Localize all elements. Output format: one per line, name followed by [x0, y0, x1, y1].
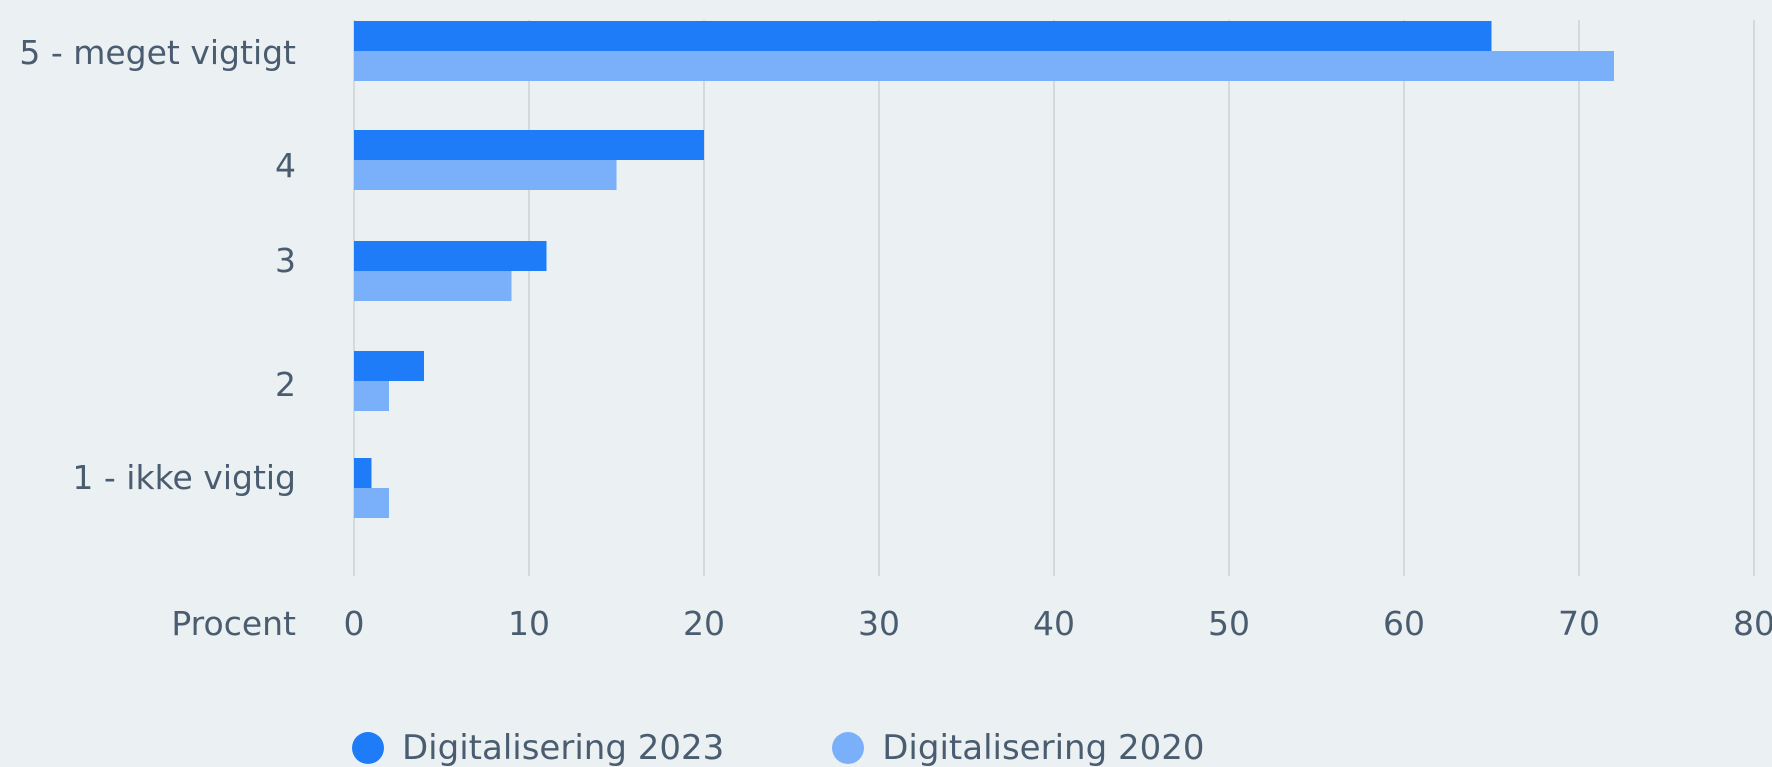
x-tick-label-0: 0: [344, 604, 365, 643]
bars: [354, 21, 1614, 518]
x-tick-label-3: 30: [858, 604, 900, 643]
category-label-4: 1 - ikke vigtig: [72, 458, 296, 497]
x-tick-label-2: 20: [683, 604, 725, 643]
bar-series0-cat1: [354, 130, 704, 160]
bar-series1-cat4: [354, 488, 389, 518]
category-label-0: 5 - meget vigtigt: [19, 33, 296, 72]
x-tick-label-1: 10: [508, 604, 550, 643]
legend-item-2020: Digitalisering 2020: [832, 728, 1205, 767]
gridlines: [353, 20, 1755, 576]
bar-series1-cat1: [354, 160, 617, 190]
bar-series1-cat0: [354, 51, 1614, 81]
x-axis-label: Procent: [171, 604, 296, 643]
category-label-1: 4: [275, 146, 296, 185]
x-axis-ticks: 0 10 20 30 40 50 60 70 80: [344, 604, 1772, 643]
bar-series0-cat4: [354, 458, 372, 488]
bar-series0-cat0: [354, 21, 1492, 51]
legend-label-2023: Digitalisering 2023: [402, 728, 725, 767]
bar-series0-cat3: [354, 351, 424, 381]
legend-label-2020: Digitalisering 2020: [882, 728, 1205, 767]
legend: Digitalisering 2023 Digitalisering 2020: [352, 726, 1313, 767]
bar-series0-cat2: [354, 241, 547, 271]
category-labels: 5 - meget vigtigt 4 3 2 1 - ikke vigtig: [19, 33, 296, 497]
x-tick-label-5: 50: [1208, 604, 1250, 643]
x-tick-label-6: 60: [1383, 604, 1425, 643]
x-tick-label-7: 70: [1558, 604, 1600, 643]
category-label-2: 3: [275, 241, 296, 280]
x-tick-label-4: 40: [1033, 604, 1075, 643]
category-label-3: 2: [275, 365, 296, 404]
legend-item-2023: Digitalisering 2023: [352, 728, 724, 767]
legend-swatch-2020: [832, 732, 865, 764]
bar-series1-cat3: [354, 381, 389, 411]
x-tick-label-8: 80: [1733, 604, 1772, 643]
legend-swatch-2023: [352, 732, 384, 764]
bar-series1-cat2: [354, 271, 512, 301]
